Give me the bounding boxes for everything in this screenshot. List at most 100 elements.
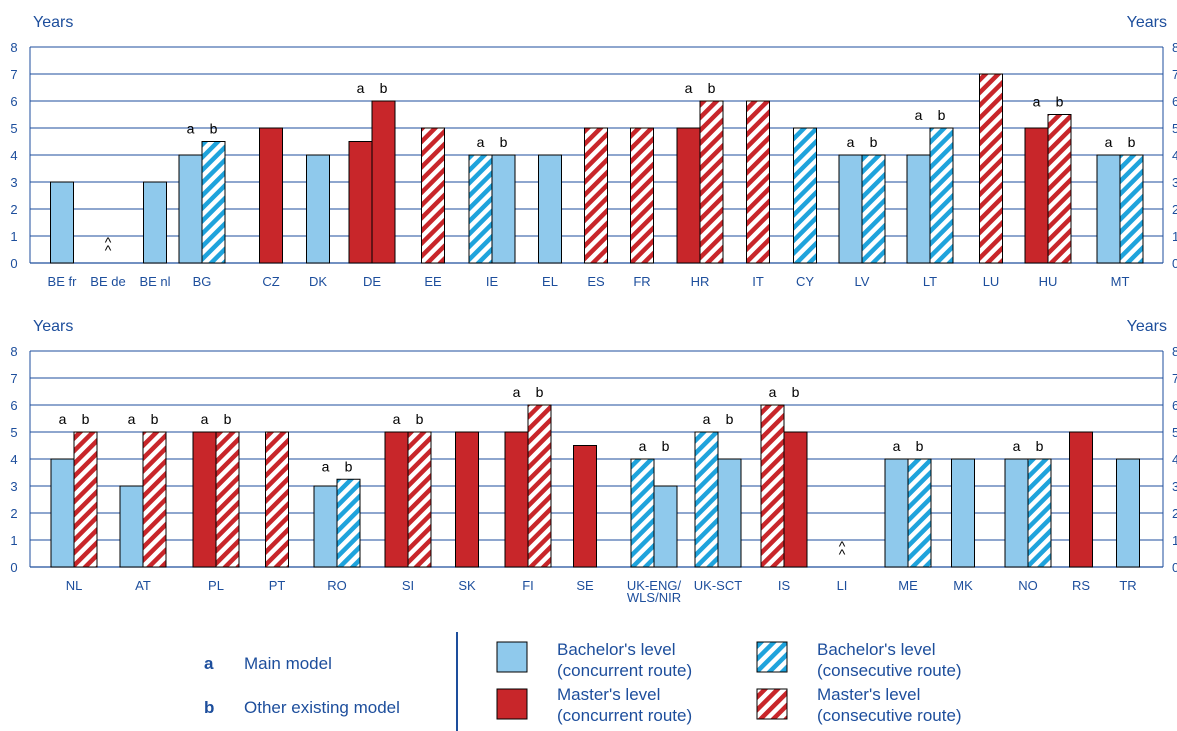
bar-master-concurrent <box>348 141 373 264</box>
y-tick-label-left: 7 <box>10 67 17 82</box>
category-label: UK-SCT <box>694 578 742 593</box>
bar-master-concurrent <box>384 431 409 568</box>
model-mark: b <box>1128 134 1136 150</box>
model-mark: a <box>128 411 136 427</box>
model-mark: a <box>847 134 855 150</box>
y-tick-label-left: 8 <box>10 40 17 55</box>
legend-series-label: (concurrent route) <box>557 661 692 680</box>
legend-model-label: Other existing model <box>244 698 400 717</box>
y-tick-label-right: 6 <box>1172 398 1177 413</box>
category-label: AT <box>135 578 151 593</box>
bar-bachelor-concurrent <box>951 458 975 568</box>
model-mark: b <box>916 438 924 454</box>
legend-series-label: (consecutive route) <box>817 661 962 680</box>
y-tick-label-left: 3 <box>10 175 17 190</box>
model-mark: a <box>893 438 901 454</box>
bar-bachelor-concurrent <box>178 154 203 264</box>
y-tick-label-left: 7 <box>10 371 17 386</box>
category-label: PL <box>208 578 224 593</box>
bar-bachelor-concurrent <box>143 181 167 264</box>
category-label: SI <box>402 578 414 593</box>
bar-master-consecutive <box>407 431 432 568</box>
bar-master-consecutive <box>746 100 770 264</box>
bar-master-concurrent <box>783 431 808 568</box>
bar-master-consecutive <box>421 127 445 264</box>
category-label: CY <box>796 274 814 289</box>
y-tick-label-left: 0 <box>10 560 17 575</box>
bar-bachelor-concurrent <box>119 485 144 568</box>
legend-swatch-master-concurrent <box>496 688 528 720</box>
y-tick-label-right: 8 <box>1172 344 1177 359</box>
bar-master-consecutive <box>265 431 289 568</box>
model-mark: b <box>500 134 508 150</box>
model-mark: b <box>938 107 946 123</box>
bar-master-consecutive <box>215 431 240 568</box>
y-tick-label-right: 3 <box>1172 479 1177 494</box>
category-label: LU <box>983 274 1000 289</box>
y-tick-label-right: 0 <box>1172 560 1177 575</box>
category-label: DE <box>363 274 381 289</box>
bar-bachelor-consecutive <box>1027 458 1052 568</box>
y-tick-label-left: 4 <box>10 452 17 467</box>
legend-model-key: b <box>204 698 214 717</box>
model-mark: b <box>380 80 388 96</box>
bar-bachelor-consecutive <box>793 127 817 264</box>
model-mark: b <box>1056 94 1064 110</box>
model-mark: b <box>536 384 544 400</box>
legend-swatch-bachelor-consecutive <box>756 641 788 673</box>
y-tick-label-left: 4 <box>10 148 17 163</box>
model-mark: b <box>726 411 734 427</box>
legend-swatch-bachelor-concurrent <box>496 641 528 673</box>
model-mark: a <box>187 121 195 137</box>
not-applicable-symbol: ^ <box>105 234 112 250</box>
category-label: SE <box>576 578 594 593</box>
y-tick-label-right: 8 <box>1172 40 1177 55</box>
bar-bachelor-concurrent <box>50 458 75 568</box>
bar-master-consecutive <box>979 73 1003 264</box>
y-tick-label-left: 1 <box>10 533 17 548</box>
not-applicable-symbol: ^ <box>839 546 846 562</box>
bar-bachelor-consecutive <box>201 141 226 264</box>
category-label: DK <box>309 274 327 289</box>
y-tick-label-right: 3 <box>1172 175 1177 190</box>
category-label: LT <box>923 274 937 289</box>
model-mark: a <box>769 384 777 400</box>
y-axis-title-left: Years <box>33 14 73 31</box>
bar-master-consecutive <box>584 127 608 264</box>
y-tick-label-right: 4 <box>1172 148 1177 163</box>
y-axis-title-left: Years <box>33 318 73 335</box>
bar-bachelor-concurrent <box>313 485 338 568</box>
bar-master-concurrent <box>1069 431 1093 568</box>
model-mark: a <box>1033 94 1041 110</box>
category-label: PT <box>269 578 286 593</box>
model-mark: b <box>662 438 670 454</box>
category-label: IS <box>778 578 791 593</box>
y-tick-label-right: 1 <box>1172 533 1177 548</box>
bar-bachelor-concurrent <box>306 154 330 264</box>
bar-master-consecutive <box>73 431 98 568</box>
model-mark: b <box>82 411 90 427</box>
model-mark: a <box>639 438 647 454</box>
bar-bachelor-concurrent <box>884 458 909 568</box>
y-tick-label-right: 6 <box>1172 94 1177 109</box>
category-label: FR <box>633 274 650 289</box>
model-mark: a <box>685 80 693 96</box>
y-tick-label-left: 8 <box>10 344 17 359</box>
category-label: ES <box>587 274 605 289</box>
model-mark: b <box>151 411 159 427</box>
bar-bachelor-concurrent <box>838 154 863 264</box>
legend-series-label: (consecutive route) <box>817 706 962 725</box>
category-label: MT <box>1111 274 1130 289</box>
y-tick-label-left: 5 <box>10 121 17 136</box>
bar-master-consecutive <box>142 431 167 568</box>
model-mark: a <box>59 411 67 427</box>
model-mark: b <box>792 384 800 400</box>
model-mark: b <box>708 80 716 96</box>
y-tick-label-right: 7 <box>1172 67 1177 82</box>
legend-series-label: Master's level <box>817 685 920 704</box>
bar-bachelor-consecutive <box>1119 154 1144 264</box>
bar-bachelor-consecutive <box>630 458 655 568</box>
category-label: WLS/NIR <box>627 590 681 605</box>
